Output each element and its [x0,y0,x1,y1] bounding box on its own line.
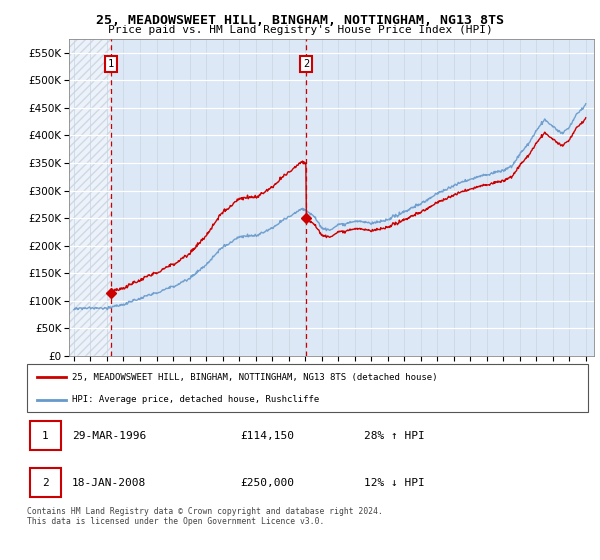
Text: £250,000: £250,000 [240,478,294,488]
Text: 2: 2 [42,478,49,488]
Text: 29-MAR-1996: 29-MAR-1996 [72,431,146,441]
Text: Price paid vs. HM Land Registry's House Price Index (HPI): Price paid vs. HM Land Registry's House … [107,25,493,35]
Text: 28% ↑ HPI: 28% ↑ HPI [364,431,424,441]
Bar [69,39,111,356]
Text: HPI: Average price, detached house, Rushcliffe: HPI: Average price, detached house, Rush… [72,395,319,404]
Text: 1: 1 [108,59,114,69]
Text: 18-JAN-2008: 18-JAN-2008 [72,478,146,488]
Text: 25, MEADOWSWEET HILL, BINGHAM, NOTTINGHAM, NG13 8TS: 25, MEADOWSWEET HILL, BINGHAM, NOTTINGHA… [96,14,504,27]
Text: £114,150: £114,150 [240,431,294,441]
Bar [30,421,61,450]
Text: 1: 1 [42,431,49,441]
Text: 2: 2 [303,59,309,69]
Bar [30,468,61,497]
Text: 25, MEADOWSWEET HILL, BINGHAM, NOTTINGHAM, NG13 8TS (detached house): 25, MEADOWSWEET HILL, BINGHAM, NOTTINGHA… [72,373,437,382]
Text: Contains HM Land Registry data © Crown copyright and database right 2024.
This d: Contains HM Land Registry data © Crown c… [27,507,383,526]
Text: 12% ↓ HPI: 12% ↓ HPI [364,478,424,488]
